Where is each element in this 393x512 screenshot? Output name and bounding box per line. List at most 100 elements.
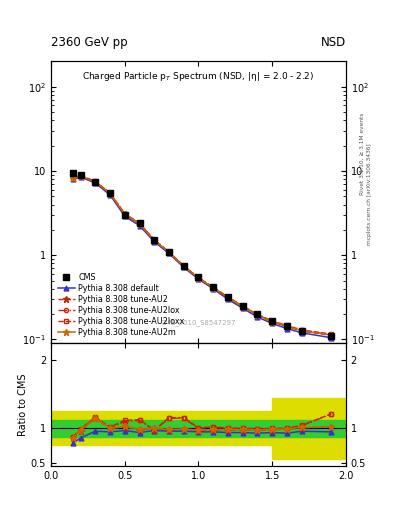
Pythia 8.308 default — [196, 276, 201, 282]
Line: Pythia 8.308 tune-AU2lox: Pythia 8.308 tune-AU2lox — [71, 174, 333, 337]
CMS — [182, 263, 186, 269]
Pythia 8.308 tune-AU2m — [182, 263, 186, 269]
Pythia 8.308 default — [270, 321, 275, 327]
Pythia 8.308 default — [137, 223, 142, 229]
Pythia 8.308 default — [285, 326, 289, 332]
CMS — [329, 333, 333, 339]
Pythia 8.308 tune-AU2m — [108, 190, 112, 197]
Pythia 8.308 tune-AU2m — [329, 332, 333, 338]
Pythia 8.308 tune-AU2loxx — [270, 318, 275, 324]
Pythia 8.308 tune-AU2 — [108, 190, 112, 197]
CMS — [211, 284, 216, 290]
Pythia 8.308 tune-AU2lox — [255, 312, 260, 318]
Pythia 8.308 tune-AU2loxx — [196, 274, 201, 281]
Pythia 8.308 tune-AU2loxx — [241, 303, 245, 309]
Pythia 8.308 tune-AU2 — [182, 263, 186, 269]
Pythia 8.308 tune-AU2loxx — [123, 210, 127, 217]
Pythia 8.308 tune-AU2m — [137, 221, 142, 227]
Pythia 8.308 default — [226, 296, 230, 303]
CMS — [137, 220, 142, 226]
Pythia 8.308 tune-AU2loxx — [167, 249, 171, 255]
Legend: CMS, Pythia 8.308 default, Pythia 8.308 tune-AU2, Pythia 8.308 tune-AU2lox, Pyth: CMS, Pythia 8.308 default, Pythia 8.308 … — [55, 270, 187, 339]
Pythia 8.308 tune-AU2 — [285, 324, 289, 330]
Pythia 8.308 tune-AU2m — [152, 237, 156, 243]
Pythia 8.308 default — [71, 176, 75, 182]
Pythia 8.308 tune-AU2loxx — [329, 331, 333, 337]
Pythia 8.308 tune-AU2 — [299, 328, 304, 334]
CMS — [226, 294, 230, 300]
Pythia 8.308 default — [182, 264, 186, 270]
Pythia 8.308 tune-AU2m — [71, 175, 75, 181]
Pythia 8.308 default — [152, 239, 156, 245]
CMS — [123, 212, 127, 218]
Pythia 8.308 tune-AU2lox — [137, 221, 142, 227]
Pythia 8.308 tune-AU2loxx — [137, 220, 142, 226]
Pythia 8.308 default — [255, 314, 260, 320]
CMS — [285, 323, 289, 329]
Pythia 8.308 default — [93, 180, 98, 186]
Text: Charged Particle p$_T$ Spectrum (NSD, |η| = 2.0 - 2.2): Charged Particle p$_T$ Spectrum (NSD, |η… — [83, 70, 314, 83]
Text: CMS_2010_S8547297: CMS_2010_S8547297 — [161, 319, 236, 327]
Line: Pythia 8.308 tune-AU2loxx: Pythia 8.308 tune-AU2loxx — [71, 174, 333, 336]
CMS — [270, 318, 275, 324]
Line: CMS: CMS — [70, 170, 334, 339]
Pythia 8.308 tune-AU2 — [167, 249, 171, 255]
Pythia 8.308 tune-AU2loxx — [152, 237, 156, 243]
Pythia 8.308 default — [241, 305, 245, 311]
Text: Rivet 3.1.10, ≥ 3.1M events: Rivet 3.1.10, ≥ 3.1M events — [360, 113, 365, 195]
CMS — [93, 179, 98, 185]
Pythia 8.308 tune-AU2m — [226, 294, 230, 301]
Pythia 8.308 tune-AU2m — [270, 318, 275, 325]
Pythia 8.308 tune-AU2m — [93, 179, 98, 185]
Pythia 8.308 tune-AU2 — [270, 319, 275, 325]
Text: mcplots.cern.ch [arXiv:1306.3436]: mcplots.cern.ch [arXiv:1306.3436] — [367, 144, 373, 245]
CMS — [241, 303, 245, 309]
Pythia 8.308 tune-AU2lox — [71, 175, 75, 181]
CMS — [167, 249, 171, 255]
Pythia 8.308 tune-AU2lox — [78, 173, 83, 179]
Pythia 8.308 tune-AU2loxx — [226, 294, 230, 300]
Text: NSD: NSD — [321, 36, 346, 49]
Pythia 8.308 default — [167, 250, 171, 257]
Pythia 8.308 default — [78, 174, 83, 180]
Pythia 8.308 tune-AU2 — [226, 294, 230, 301]
Text: 2360 GeV pp: 2360 GeV pp — [51, 36, 128, 49]
Pythia 8.308 tune-AU2 — [241, 304, 245, 310]
CMS — [255, 311, 260, 317]
CMS — [196, 274, 201, 280]
Pythia 8.308 tune-AU2loxx — [71, 175, 75, 181]
Pythia 8.308 tune-AU2 — [137, 221, 142, 227]
Y-axis label: Ratio to CMS: Ratio to CMS — [18, 373, 28, 436]
Pythia 8.308 tune-AU2m — [123, 211, 127, 217]
Pythia 8.308 tune-AU2loxx — [211, 284, 216, 290]
Pythia 8.308 default — [299, 330, 304, 336]
Pythia 8.308 tune-AU2m — [299, 328, 304, 334]
Line: Pythia 8.308 tune-AU2: Pythia 8.308 tune-AU2 — [70, 173, 334, 338]
Pythia 8.308 tune-AU2 — [196, 275, 201, 281]
Pythia 8.308 tune-AU2m — [255, 312, 260, 318]
Pythia 8.308 tune-AU2loxx — [299, 327, 304, 333]
Pythia 8.308 default — [123, 213, 127, 219]
Pythia 8.308 default — [211, 286, 216, 292]
CMS — [78, 172, 83, 178]
CMS — [152, 238, 156, 244]
Pythia 8.308 tune-AU2lox — [299, 327, 304, 333]
Pythia 8.308 tune-AU2 — [93, 179, 98, 185]
Pythia 8.308 tune-AU2loxx — [93, 178, 98, 184]
Pythia 8.308 tune-AU2lox — [270, 318, 275, 325]
Pythia 8.308 tune-AU2loxx — [182, 263, 186, 269]
Pythia 8.308 tune-AU2lox — [226, 294, 230, 300]
Pythia 8.308 tune-AU2lox — [93, 179, 98, 185]
Pythia 8.308 tune-AU2m — [285, 323, 289, 329]
Pythia 8.308 tune-AU2lox — [285, 323, 289, 329]
Pythia 8.308 tune-AU2m — [167, 249, 171, 255]
Pythia 8.308 tune-AU2m — [211, 285, 216, 291]
Pythia 8.308 tune-AU2lox — [108, 190, 112, 196]
Pythia 8.308 tune-AU2lox — [182, 263, 186, 269]
Pythia 8.308 tune-AU2loxx — [255, 311, 260, 317]
Pythia 8.308 tune-AU2loxx — [108, 190, 112, 196]
Pythia 8.308 tune-AU2 — [78, 173, 83, 179]
Pythia 8.308 tune-AU2 — [255, 312, 260, 318]
Pythia 8.308 tune-AU2lox — [167, 249, 171, 255]
Pythia 8.308 tune-AU2 — [71, 175, 75, 181]
